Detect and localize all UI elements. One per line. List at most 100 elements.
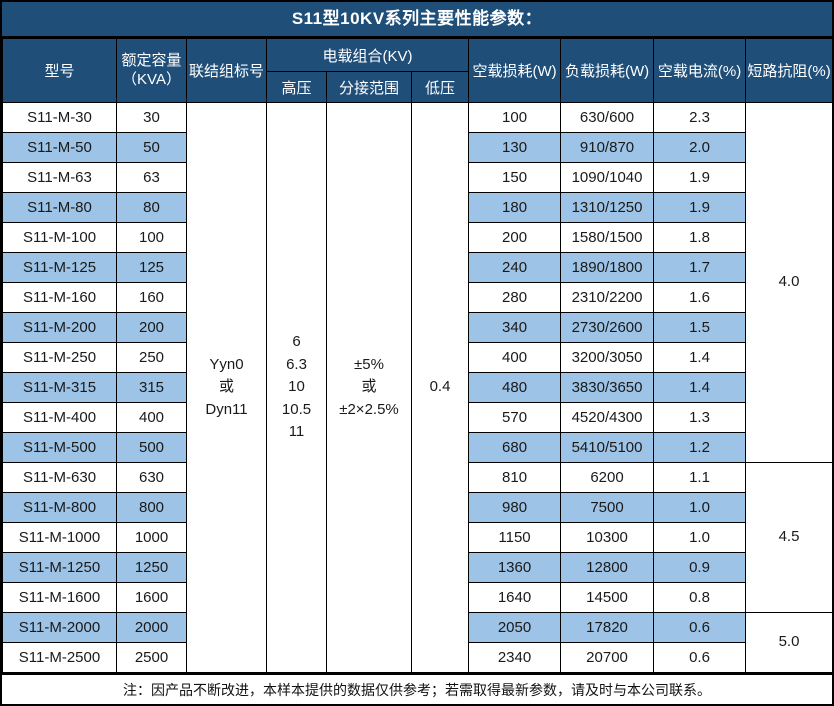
- cell-connection: Yyn0 或 Dyn11: [186, 102, 267, 673]
- cell-no-load-current: 1.6: [653, 282, 747, 313]
- cell-load-loss: 2310/2200: [560, 282, 655, 313]
- column-header-load-loss: 负载损耗(W): [560, 38, 655, 103]
- cell-no-load-current: 0.6: [653, 642, 747, 673]
- cell-hv: 6 6.3 10 10.5 11: [266, 102, 327, 673]
- cell-load-loss: 5410/5100: [560, 432, 655, 463]
- cell-no-load-current: 0.9: [653, 552, 747, 583]
- cell-impedance: 4.0: [745, 102, 834, 463]
- cell-no-load-current: 1.9: [653, 162, 747, 193]
- cell-no-load-loss: 280: [468, 282, 562, 313]
- column-header-no-load-current: 空载电流(%): [653, 38, 747, 103]
- table-row: S11-M-200 200 340 2730/2600 1.5: [2, 312, 833, 343]
- cell-capacity: 50: [116, 132, 187, 163]
- table-row: S11-M-50 50 130 910/870 2.0: [2, 132, 833, 163]
- column-header-lv: 低压: [410, 71, 470, 103]
- cell-capacity: 30: [116, 102, 187, 133]
- cell-capacity: 315: [116, 372, 187, 403]
- column-header-model: 型号: [2, 38, 117, 103]
- cell-capacity: 63: [116, 162, 187, 193]
- table-row: S11-M-30 30 Yyn0 或 Dyn11 6 6.3 10 10.5 11 ±5…: [2, 102, 834, 673]
- table-row: S11-M-100 100 200 1580/1500 1.8: [2, 222, 833, 253]
- cell-load-loss: 3200/3050: [560, 342, 655, 373]
- cell-model: S11-M-2000: [2, 612, 117, 643]
- table-row: S11-M-400 400 570 4520/4300 1.3: [2, 402, 833, 433]
- cell-no-load-loss: 480: [468, 372, 562, 403]
- cell-load-loss: 20700: [560, 642, 655, 673]
- cell-no-load-current: 1.3: [653, 402, 747, 433]
- column-header-connection: 联结组标号: [186, 38, 267, 103]
- table-row: S11-M-125 125 240 1890/1800 1.7: [2, 252, 833, 283]
- table-row: S11-M-160 160 280 2310/2200 1.6: [2, 282, 833, 313]
- cell-load-loss: 1890/1800: [560, 252, 655, 283]
- cell-no-load-loss: 570: [468, 402, 562, 433]
- cell-load-loss: 4520/4300: [560, 402, 655, 433]
- cell-model: S11-M-630: [2, 462, 117, 493]
- cell-no-load-current: 0.6: [653, 612, 747, 643]
- cell-model: S11-M-80: [2, 192, 117, 223]
- cell-load-loss: 12800: [560, 552, 655, 583]
- cell-model: S11-M-315: [2, 372, 117, 403]
- cell-no-load-current: 1.5: [653, 312, 747, 343]
- column-header-no-load-loss: 空载损耗(W): [468, 38, 562, 103]
- cell-no-load-current: 1.2: [653, 432, 747, 463]
- cell-no-load-loss: 1640: [468, 582, 562, 613]
- cell-capacity: 800: [116, 492, 187, 523]
- cell-no-load-loss: 240: [468, 252, 562, 283]
- cell-load-loss: 910/870: [560, 132, 655, 163]
- cell-load-loss: 6200: [560, 462, 655, 493]
- table-body: S11-M-30 30 Yyn0 或 Dyn11 6 6.3 10 10.5 11 ±5…: [2, 102, 834, 673]
- table-title: S11型10KV系列主要性能参数：: [2, 2, 832, 38]
- cell-load-loss: 3830/3650: [560, 372, 655, 403]
- table-row: S11-M-1000 1000 1150 10300 1.0: [2, 522, 833, 553]
- cell-impedance: 4.5: [745, 462, 834, 613]
- cell-model: S11-M-200: [2, 312, 117, 343]
- cell-model: S11-M-160: [2, 282, 117, 313]
- cell-no-load-loss: 100: [468, 102, 562, 133]
- cell-no-load-loss: 340: [468, 312, 562, 343]
- cell-no-load-current: 1.7: [653, 252, 747, 283]
- cell-model: S11-M-100: [2, 222, 117, 253]
- table-row: S11-M-800 800 980 7500 1.0: [2, 492, 833, 523]
- cell-model: S11-M-30: [2, 102, 117, 133]
- cell-model: S11-M-250: [2, 342, 117, 373]
- cell-no-load-current: 1.0: [653, 522, 747, 553]
- cell-model: S11-M-1600: [2, 582, 117, 613]
- cell-model: S11-M-400: [2, 402, 117, 433]
- cell-no-load-current: 1.0: [653, 492, 747, 523]
- cell-load-loss: 14500: [560, 582, 655, 613]
- cell-no-load-current: 0.8: [653, 582, 747, 613]
- cell-model: S11-M-125: [2, 252, 117, 283]
- cell-lv: 0.4: [410, 102, 470, 673]
- table-row: S11-M-2000 2000 2050 17820 0.6 5.0: [2, 612, 834, 673]
- cell-load-loss: 10300: [560, 522, 655, 553]
- cell-model: S11-M-1250: [2, 552, 117, 583]
- cell-capacity: 80: [116, 192, 187, 223]
- column-header-tap-range: 分接范围: [326, 71, 412, 103]
- cell-no-load-loss: 810: [468, 462, 562, 493]
- cell-no-load-loss: 2050: [468, 612, 562, 643]
- cell-model: S11-M-2500: [2, 642, 117, 673]
- cell-no-load-current: 1.1: [653, 462, 747, 493]
- table-row: S11-M-250 250 400 3200/3050 1.4: [2, 342, 833, 373]
- table-row: S11-M-630 630 810 6200 1.1 4.5: [2, 462, 834, 613]
- cell-no-load-loss: 2340: [468, 642, 562, 673]
- column-header-voltage-group: 电载组合(KV): [265, 38, 470, 72]
- cell-no-load-loss: 980: [468, 492, 562, 523]
- cell-capacity: 125: [116, 252, 187, 283]
- spec-table: 型号 额定容量 （KVA） 联结组标号 电载组合(KV) 空载损耗(W) 负载损…: [2, 38, 834, 673]
- cell-capacity: 2500: [116, 642, 187, 673]
- cell-tap-range: ±5% 或 ±2×2.5%: [326, 102, 412, 673]
- cell-no-load-current: 1.4: [653, 342, 747, 373]
- column-header-impedance: 短路抗阻(%): [745, 38, 834, 103]
- cell-capacity: 500: [116, 432, 187, 463]
- cell-no-load-current: 2.0: [653, 132, 747, 163]
- cell-model: S11-M-63: [2, 162, 117, 193]
- table-row: S11-M-2500 2500 2340 20700 0.6: [2, 642, 833, 673]
- cell-no-load-current: 1.8: [653, 222, 747, 253]
- cell-no-load-loss: 150: [468, 162, 562, 193]
- cell-capacity: 1000: [116, 522, 187, 553]
- cell-no-load-loss: 200: [468, 222, 562, 253]
- cell-no-load-current: 2.3: [653, 102, 747, 133]
- cell-no-load-loss: 130: [468, 132, 562, 163]
